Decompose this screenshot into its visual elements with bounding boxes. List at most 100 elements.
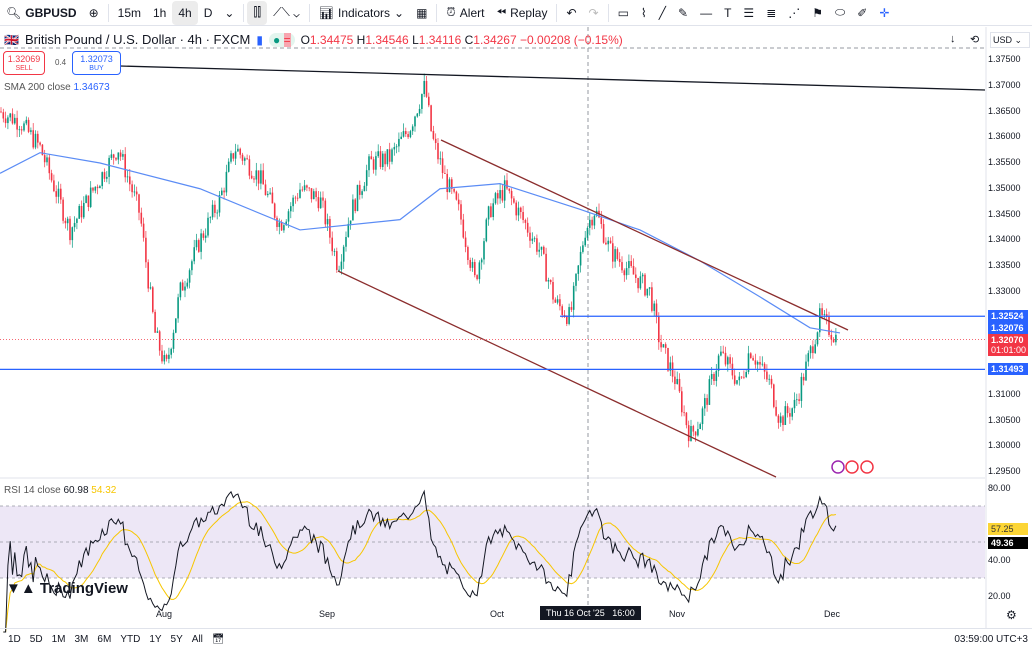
alert-button[interactable]: ⏰︎ Alert (446, 5, 485, 20)
line-chart-icon[interactable]: ⟋⟍ ⌄ (273, 5, 300, 19)
layout-grid-icon[interactable]: ▦ (416, 5, 428, 20)
pitchfork-icon[interactable]: ☰ (743, 5, 755, 20)
candle (7, 117, 9, 124)
candle (529, 232, 531, 241)
range-ytd[interactable]: YTD (120, 634, 141, 645)
reset-scale-icon[interactable]: ⟲ (970, 34, 980, 46)
add-symbol-button[interactable]: ⊕ (83, 1, 105, 25)
ellipse-tool-icon[interactable]: ⬭ (835, 5, 846, 19)
candle (147, 262, 149, 289)
candle (717, 355, 720, 371)
settings-icon[interactable]: ⚙ (1006, 608, 1017, 622)
candle (782, 416, 784, 425)
chart-legend: 🇬🇧︎ British Pound / U.S. Dollar · 4h · F… (4, 32, 623, 47)
market-status: ● = (268, 32, 295, 47)
candle (745, 371, 747, 377)
candle (457, 199, 460, 205)
interval-1h[interactable]: 1h (152, 5, 167, 20)
candle (388, 149, 391, 162)
candle (76, 218, 78, 223)
candle (513, 198, 515, 203)
candle (462, 219, 465, 238)
candle (25, 119, 28, 124)
price-tag-last: 1.32070 01:01:00 (988, 334, 1028, 356)
candle (713, 374, 715, 381)
replay-button[interactable]: ⏪︎ Replay (496, 5, 548, 20)
candle (110, 154, 113, 158)
candle (768, 378, 770, 380)
text-tool-icon[interactable]: T (724, 5, 732, 20)
currency-select[interactable]: USD ⌄ (990, 32, 1030, 48)
gann-icon[interactable]: ⋰ (788, 5, 801, 20)
candle (126, 176, 129, 178)
candle (478, 262, 481, 280)
candle (27, 119, 30, 132)
interval-15m[interactable]: 15m (117, 5, 141, 20)
candle (485, 219, 488, 242)
chevron-down-icon[interactable]: ⌄ (224, 5, 235, 20)
pen-tool-icon[interactable]: ✎ (678, 5, 689, 20)
candle (506, 180, 508, 189)
rectangle-tool-icon[interactable]: ▭ (617, 5, 629, 20)
undo-icon[interactable]: ↶ (566, 5, 577, 20)
candle (710, 374, 713, 380)
candle (255, 170, 258, 180)
horizontal-line-icon[interactable]: — (700, 5, 713, 20)
trendline-tool-icon[interactable]: ╱ (658, 5, 667, 20)
candle (69, 218, 71, 241)
candle (301, 189, 304, 191)
candle (423, 80, 425, 95)
candle (543, 246, 545, 254)
candles-icon[interactable]: ⫿⫿ (247, 0, 268, 25)
range-1y[interactable]: 1Y (149, 634, 162, 645)
candle (20, 129, 23, 131)
fib-icon[interactable]: ≣ (766, 5, 777, 20)
sell-button[interactable]: 1.32069 SELL (3, 51, 45, 75)
candle (832, 339, 835, 343)
brush-icon[interactable]: ✐ (857, 5, 868, 20)
candle (471, 262, 474, 268)
bookmark-icon[interactable]: ▮ (256, 32, 263, 47)
candle (490, 206, 492, 218)
range-all[interactable]: All (191, 634, 203, 645)
path-tool-icon[interactable]: ⌇ (640, 5, 647, 20)
buy-button[interactable]: 1.32073 BUY (72, 51, 121, 75)
range-5y[interactable]: 5Y (170, 634, 183, 645)
scroll-down-icon[interactable]: ↓ (950, 33, 956, 45)
clock[interactable]: 03:59:00 UTC+3 (954, 634, 1028, 645)
crosshair-icon[interactable]: ✛ (879, 5, 890, 20)
candle (234, 151, 237, 159)
range-1d[interactable]: 1D (8, 634, 21, 645)
candle (658, 316, 660, 343)
sma-legend: SMA 200 close 1.34673 (4, 82, 110, 93)
rsi-axis-80: 80.00 (988, 483, 1011, 493)
candle (375, 156, 377, 170)
range-3m[interactable]: 3M (74, 634, 89, 645)
candle (191, 261, 193, 271)
candle (773, 384, 775, 407)
candle (586, 227, 589, 238)
candle (66, 218, 69, 224)
candle (349, 220, 352, 224)
candle (78, 205, 80, 219)
redo-icon[interactable]: ↷ (588, 5, 599, 20)
indicators-button[interactable]: 📊︎ Indicators ⌄ (318, 5, 405, 20)
candle (237, 148, 239, 152)
symbol-search[interactable]: 🔍︎ GBPUSD (6, 5, 77, 20)
flag-tool-icon[interactable]: ⚑ (812, 5, 824, 20)
candle (439, 158, 442, 160)
candle (430, 105, 432, 131)
range-1m[interactable]: 1M (51, 634, 66, 645)
date-range-icon[interactable]: 📅︎ (211, 634, 225, 645)
interval-d[interactable]: D (203, 5, 213, 20)
candle (131, 184, 133, 193)
candle (278, 222, 281, 227)
range-6m[interactable]: 6M (97, 634, 112, 645)
candle (646, 288, 649, 296)
candle (444, 172, 446, 174)
range-5d[interactable]: 5D (29, 634, 43, 645)
candle (770, 378, 773, 385)
interval-4h[interactable]: 4h (172, 0, 198, 25)
candle (200, 233, 202, 252)
